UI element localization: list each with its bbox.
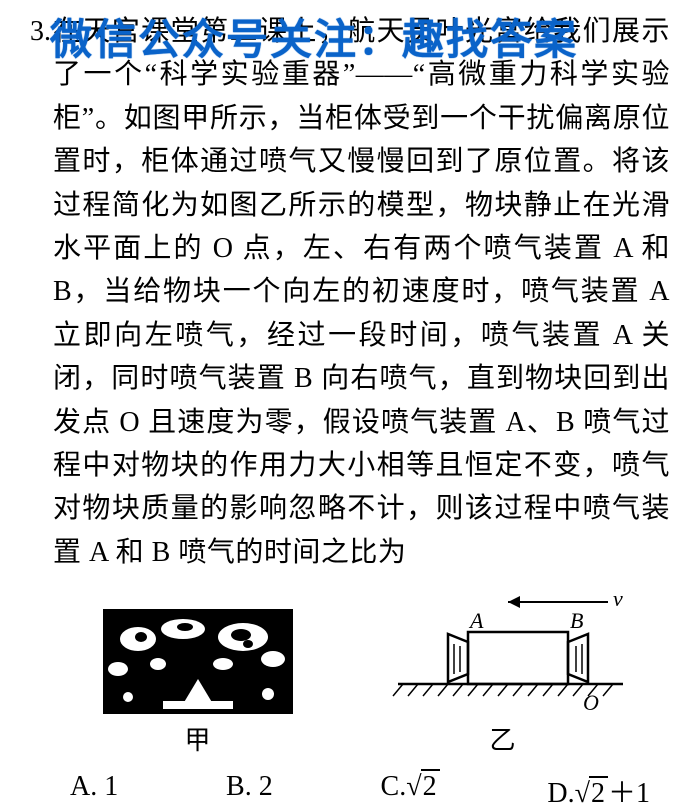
- figure-area: 甲 ν A B: [30, 584, 670, 757]
- figure-jia: 甲: [103, 609, 293, 757]
- option-c-rad: 2: [421, 769, 440, 802]
- figure-yi-label: 乙: [489, 720, 515, 757]
- line-3: 置时，柜体通过喷气又慢慢回到了原位置。将该: [53, 146, 670, 177]
- line-12: 气的时间之比为: [207, 537, 407, 568]
- options-row: A. 1 B. 2 C.√2 D.√2＋1: [30, 771, 670, 811]
- sqrt-icon: √2: [575, 778, 608, 810]
- figure-yi: ν A B: [378, 584, 628, 757]
- sqrt-icon: √2: [406, 771, 439, 803]
- figure-jia-label: 甲: [184, 720, 210, 757]
- question-number: 3.: [30, 10, 53, 53]
- label-o: O: [583, 690, 599, 714]
- option-a-prefix: A.: [70, 771, 97, 802]
- velocity-label: ν: [613, 586, 623, 611]
- figure-yi-diagram: ν A B: [378, 584, 628, 714]
- line-4: 过程简化为如图乙所示的模型，物块静止在光滑: [53, 190, 670, 221]
- figure-jia-image: [103, 609, 293, 714]
- option-a-value: 1: [104, 771, 118, 802]
- page: 微信公众号关注：趣找答案 3. 在天宫课堂第二课上，航天员叶光富给我们展示了一个…: [0, 0, 700, 764]
- option-c-prefix: C.: [381, 771, 407, 802]
- line-1: 了一个“科学实验重器”——“高微重力科学实验: [53, 59, 670, 90]
- option-b-value: 2: [259, 771, 273, 802]
- option-b-prefix: B.: [226, 771, 252, 802]
- option-c: C.√2: [381, 771, 440, 811]
- line-2: 柜”。如图甲所示，当柜体受到一个干扰偏离原位: [53, 103, 670, 134]
- label-a: A: [468, 608, 484, 633]
- option-d-prefix: D.: [547, 778, 574, 809]
- option-d-suffix: ＋1: [608, 778, 650, 809]
- option-b: B. 2: [226, 771, 273, 811]
- option-d-rad: 2: [589, 776, 608, 809]
- question-body: 在天宫课堂第二课上，航天员叶光富给我们展示了一个“科学实验重器”——“高微重力科…: [53, 10, 670, 574]
- label-b: B: [570, 608, 583, 633]
- question-row: 3. 在天宫课堂第二课上，航天员叶光富给我们展示了一个“科学实验重器”——“高微…: [30, 10, 670, 574]
- line-0: 在天宫课堂第二课上，航天员叶光富给我们展示: [53, 16, 670, 47]
- option-a: A. 1: [70, 771, 118, 811]
- option-d: D.√2＋1: [547, 771, 650, 811]
